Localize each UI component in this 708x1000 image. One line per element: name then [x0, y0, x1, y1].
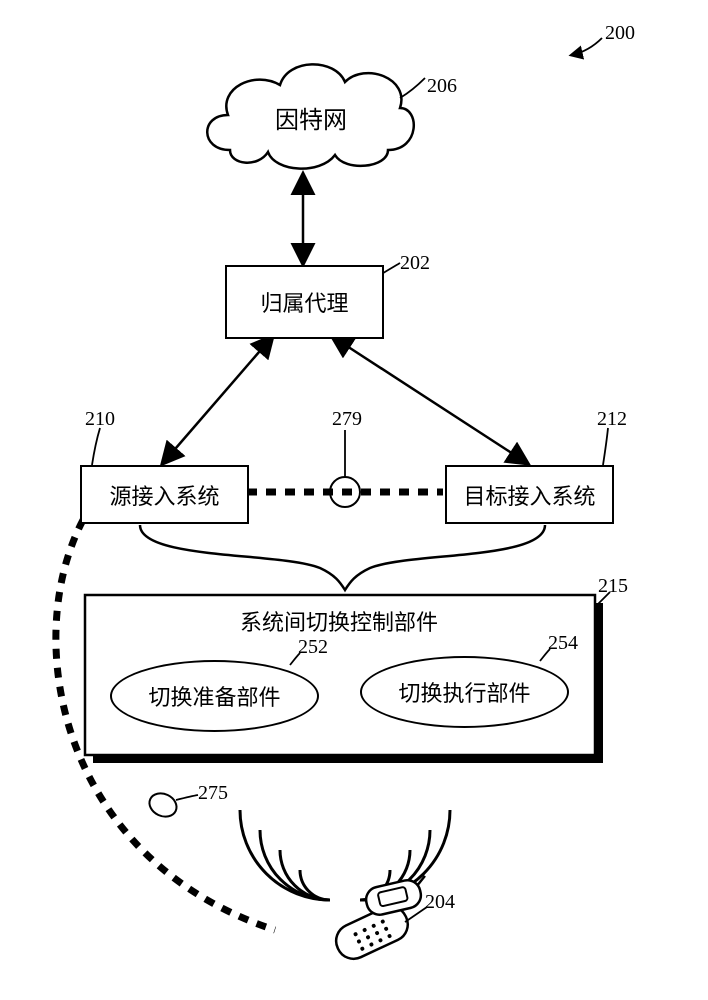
label-206: 206 [427, 75, 457, 98]
leader-210 [92, 428, 100, 465]
home-agent-text: 归属代理 [260, 286, 348, 318]
internet-text: 因特网 [275, 100, 347, 135]
label-252: 252 [298, 636, 328, 659]
label-200: 200 [605, 22, 635, 45]
src-sys-box: 源接入系统 [80, 465, 249, 524]
leader-206 [400, 78, 425, 98]
ctrl-box-title: 系统间切换控制部件 [240, 605, 438, 637]
label-215: 215 [598, 575, 628, 598]
tunnel-275-mark [146, 789, 181, 821]
diagram-canvas: 因特网 归属代理 源接入系统 目标接入系统 系统间切换控制部件 切换准备部件 切… [0, 0, 708, 1000]
home-agent-box: 归属代理 [225, 265, 384, 339]
label-279: 279 [332, 408, 362, 431]
phone-icon [320, 864, 444, 964]
leader-200 [572, 38, 602, 55]
tgt-sys-box: 目标接入系统 [445, 465, 614, 524]
tgt-sys-text: 目标接入系统 [463, 479, 595, 511]
leader-275 [176, 795, 198, 800]
edge-homeagent-src [163, 337, 272, 463]
prep-text: 切换准备部件 [148, 680, 280, 712]
exec-text: 切换执行部件 [398, 676, 530, 708]
label-254: 254 [548, 632, 578, 655]
src-sys-text: 源接入系统 [109, 479, 219, 511]
edge-homeagent-tgt [333, 337, 527, 463]
label-202: 202 [400, 252, 430, 275]
label-212: 212 [597, 408, 627, 431]
label-204: 204 [425, 891, 455, 914]
leader-212 [603, 428, 608, 465]
label-210: 210 [85, 408, 115, 431]
label-275: 275 [198, 782, 228, 805]
brace [140, 525, 545, 590]
prep-ellipse: 切换准备部件 [110, 660, 319, 732]
exec-ellipse: 切换执行部件 [360, 656, 569, 728]
